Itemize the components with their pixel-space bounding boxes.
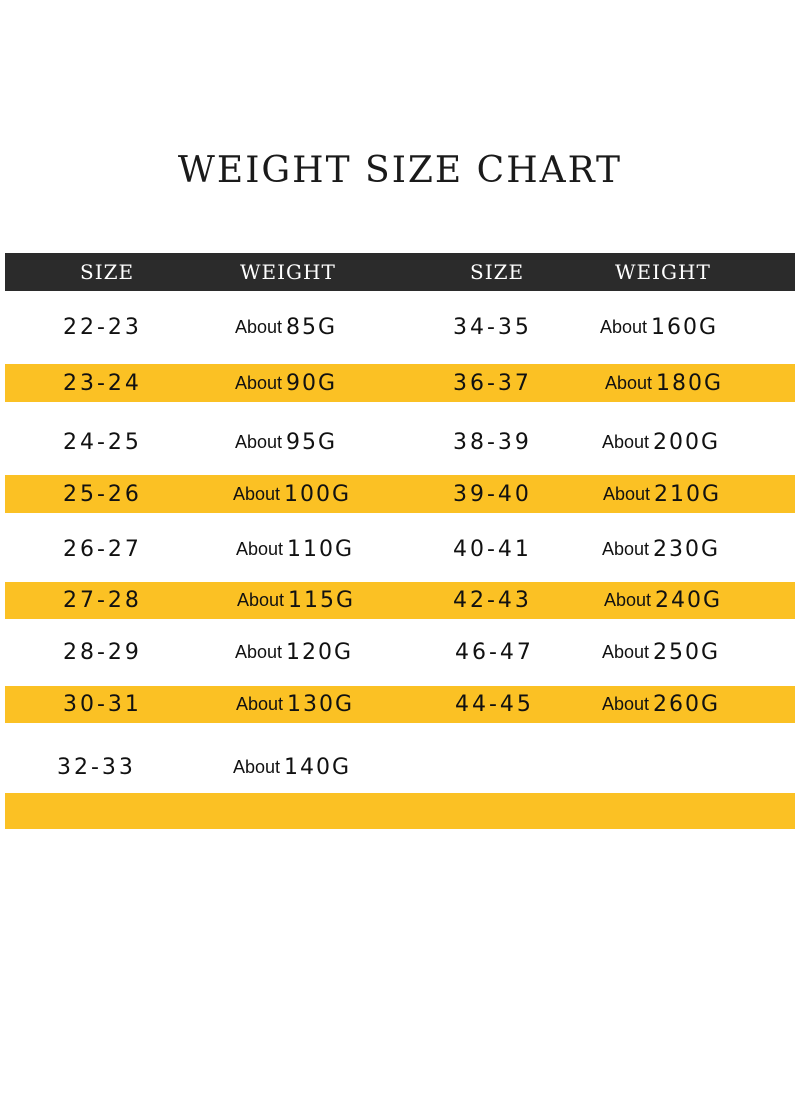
weight-cell: About 250G <box>602 630 720 675</box>
size-cell: 27-28 <box>63 588 142 613</box>
weight-value: 210G <box>654 481 722 507</box>
weight-cell: About 260G <box>602 686 720 723</box>
weight-value: 200G <box>653 430 721 455</box>
about-label: About <box>600 317 648 337</box>
weight-cell: About 120G <box>235 630 353 675</box>
size-cell: 46-47 <box>455 640 534 665</box>
weight-cell: About 180G <box>605 364 723 402</box>
about-label: About <box>235 432 283 452</box>
weight-cell: About 240G <box>604 582 722 619</box>
weight-value: 230G <box>653 537 721 562</box>
size-cell: 32-33 <box>57 755 136 780</box>
table-row: 28-29 About 120G 46-47 About 250G <box>5 630 795 675</box>
table-row: 23-24 About 90G 36-37 About 180G <box>5 364 795 402</box>
weight-value: 240G <box>655 588 723 613</box>
size-cell: 26-27 <box>63 537 142 562</box>
about-label: About <box>233 757 281 777</box>
about-label: About <box>602 694 650 714</box>
weight-cell: About 100G <box>233 475 351 513</box>
table-row: 26-27 About 110G 40-41 About 230G <box>5 527 795 572</box>
header-size-left: SIZE <box>80 260 135 284</box>
weight-cell: About 90G <box>235 364 337 402</box>
weight-value: 95G <box>286 430 338 455</box>
about-label: About <box>233 483 281 504</box>
table-header: SIZE WEIGHT SIZE WEIGHT <box>5 253 795 291</box>
size-cell: 30-31 <box>63 692 142 717</box>
size-cell: 23-24 <box>63 370 142 396</box>
about-label: About <box>235 317 283 337</box>
size-cell: 42-43 <box>453 588 532 613</box>
about-label: About <box>237 590 285 610</box>
weight-value: 160G <box>651 315 719 340</box>
table-row <box>5 793 795 829</box>
table-row: 25-26 About 100G 39-40 About 210G <box>5 475 795 513</box>
table-row: 24-25 About 95G 38-39 About 200G <box>5 420 795 465</box>
weight-value: 250G <box>653 640 721 665</box>
size-cell: 22-23 <box>63 315 142 340</box>
weight-cell: About 230G <box>602 527 720 572</box>
size-cell: 25-26 <box>63 481 142 507</box>
about-label: About <box>236 694 284 714</box>
header-weight-left: WEIGHT <box>240 260 336 284</box>
size-cell: 24-25 <box>63 430 142 455</box>
weight-cell: About 140G <box>233 745 351 790</box>
weight-cell: About 115G <box>237 582 355 619</box>
table-row: 30-31 About 130G 44-45 About 260G <box>5 686 795 723</box>
about-label: About <box>605 372 653 393</box>
weight-cell: About 130G <box>236 686 354 723</box>
about-label: About <box>236 539 284 559</box>
size-cell: 39-40 <box>453 481 532 507</box>
table-row: 22-23 About 85G 34-35 About 160G <box>5 305 795 350</box>
about-label: About <box>602 539 650 559</box>
header-size-right: SIZE <box>470 260 525 284</box>
header-weight-right: WEIGHT <box>615 260 711 284</box>
weight-value: 110G <box>287 537 355 562</box>
page-title: WEIGHT SIZE CHART <box>177 150 623 191</box>
size-cell: 40-41 <box>453 537 532 562</box>
weight-cell: About 210G <box>603 475 721 513</box>
weight-cell: About 200G <box>602 420 720 465</box>
weight-value: 85G <box>286 315 338 340</box>
weight-cell: About 95G <box>235 420 337 465</box>
weight-value: 90G <box>286 370 338 396</box>
weight-value: 115G <box>288 588 356 613</box>
weight-value: 140G <box>284 755 352 780</box>
table-row: 32-33 About 140G <box>5 745 795 790</box>
size-cell: 34-35 <box>453 315 532 340</box>
about-label: About <box>602 432 650 452</box>
about-label: About <box>235 372 283 393</box>
about-label: About <box>603 483 651 504</box>
weight-value: 260G <box>653 692 721 717</box>
weight-cell: About 110G <box>236 527 354 572</box>
about-label: About <box>235 642 283 662</box>
weight-cell: About 85G <box>235 305 337 350</box>
weight-value: 180G <box>656 370 724 396</box>
weight-value: 100G <box>284 481 352 507</box>
size-cell: 44-45 <box>455 692 534 717</box>
weight-cell: About 160G <box>600 305 718 350</box>
size-cell: 28-29 <box>63 640 142 665</box>
weight-value: 120G <box>286 640 354 665</box>
table-row: 27-28 About 115G 42-43 About 240G <box>5 582 795 619</box>
size-cell: 38-39 <box>453 430 532 455</box>
weight-value: 130G <box>287 692 355 717</box>
size-cell: 36-37 <box>453 370 532 396</box>
about-label: About <box>604 590 652 610</box>
about-label: About <box>602 642 650 662</box>
